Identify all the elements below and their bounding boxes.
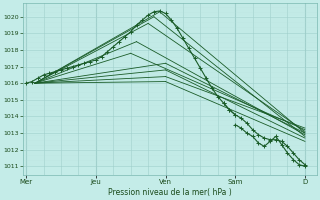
X-axis label: Pression niveau de la mer( hPa ): Pression niveau de la mer( hPa ) (108, 188, 232, 197)
